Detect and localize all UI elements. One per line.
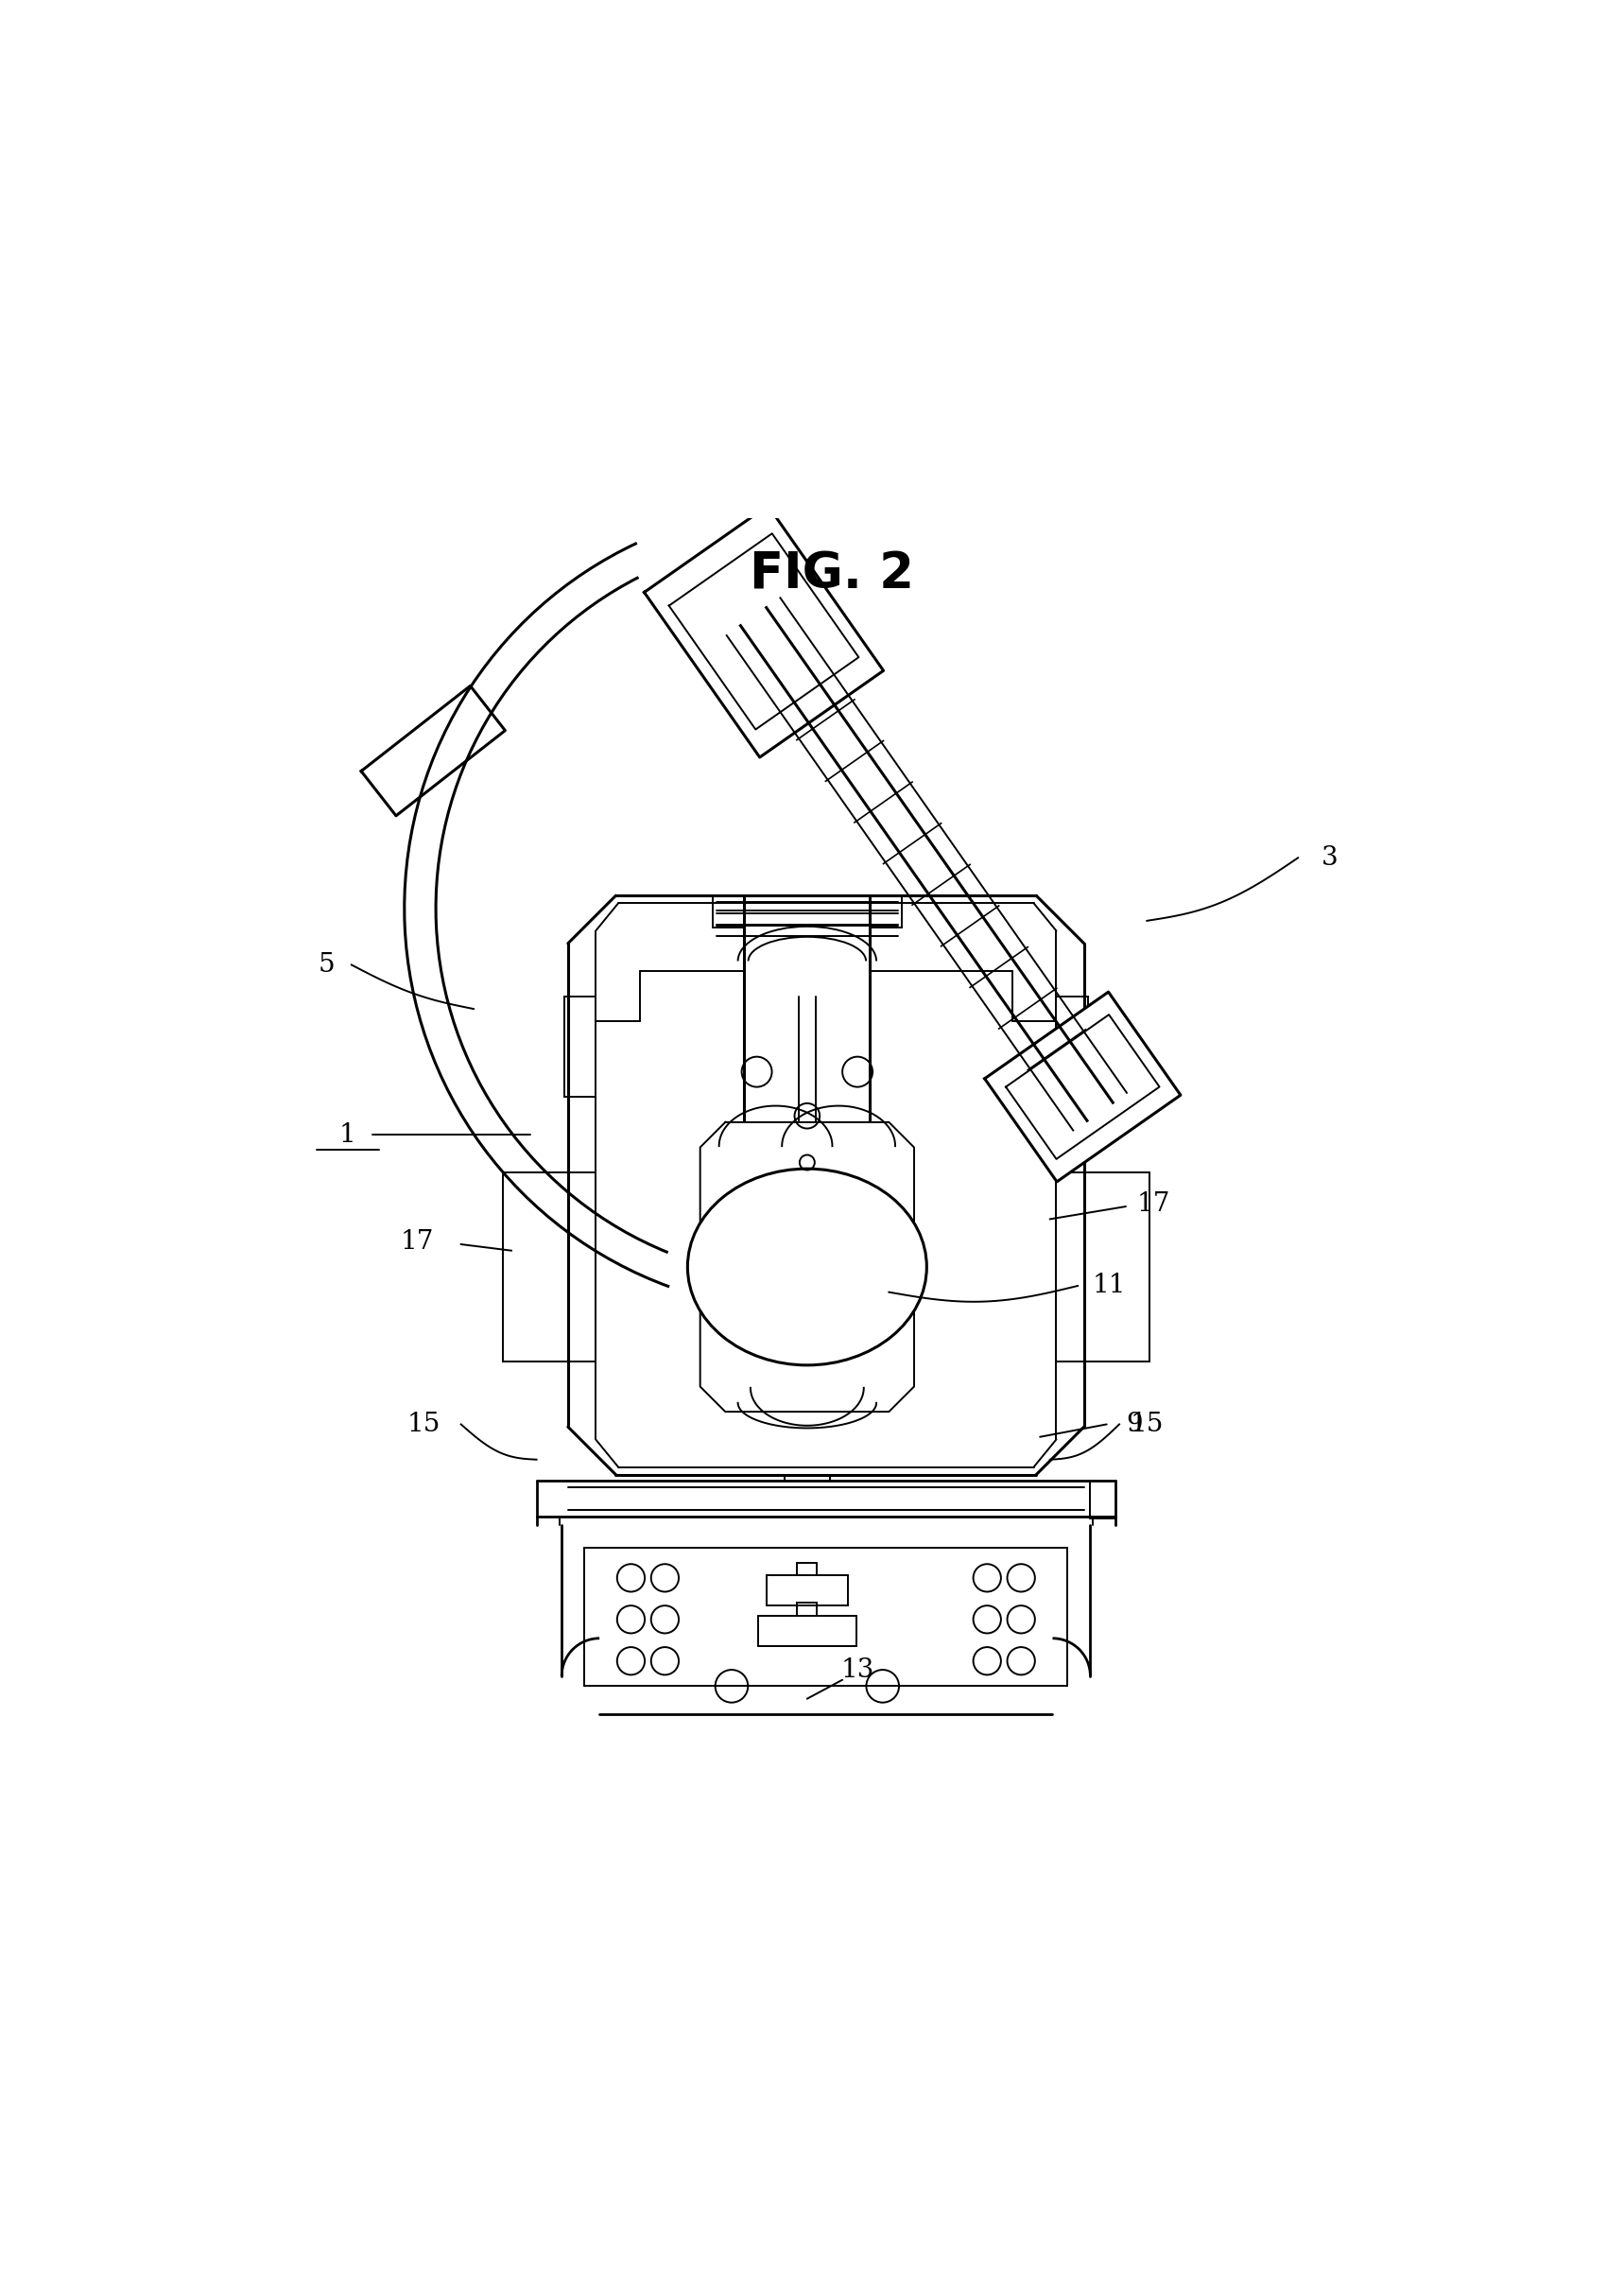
Text: 11: 11 bbox=[1093, 1272, 1125, 1300]
Text: 15: 15 bbox=[1130, 1411, 1164, 1438]
Text: 17: 17 bbox=[400, 1229, 434, 1254]
Text: 3: 3 bbox=[1320, 845, 1338, 870]
Polygon shape bbox=[361, 686, 505, 816]
Text: 9: 9 bbox=[1125, 1411, 1143, 1438]
Text: 17: 17 bbox=[1137, 1191, 1169, 1218]
Text: 13: 13 bbox=[841, 1656, 874, 1684]
Text: FIG. 2: FIG. 2 bbox=[750, 550, 914, 600]
Ellipse shape bbox=[687, 1168, 927, 1365]
Text: 5: 5 bbox=[318, 952, 335, 977]
Polygon shape bbox=[645, 507, 883, 757]
Polygon shape bbox=[700, 1122, 914, 1411]
Polygon shape bbox=[984, 993, 1181, 1181]
Text: 1: 1 bbox=[339, 1122, 356, 1147]
Text: 15: 15 bbox=[406, 1411, 440, 1438]
